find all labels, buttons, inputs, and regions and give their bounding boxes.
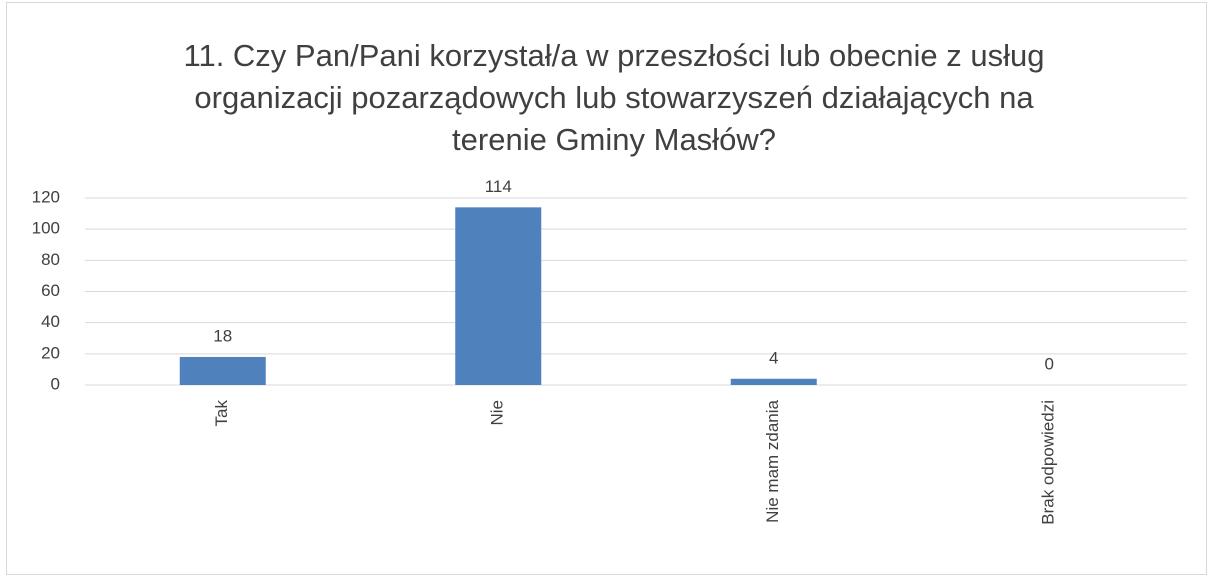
bar	[455, 207, 542, 385]
y-tick-label: 60	[41, 281, 60, 300]
data-label: 4	[769, 348, 778, 367]
chart-title: organizacji pozarządowych lub stowarzysz…	[194, 80, 1034, 115]
y-tick-label: 120	[32, 187, 60, 206]
bar	[730, 378, 817, 385]
y-tick-label: 0	[51, 374, 60, 393]
data-label: 18	[213, 326, 232, 345]
chart-border	[6, 2, 1207, 575]
chart-title: terenie Gminy Masłów?	[452, 122, 776, 157]
x-tick-label: Brak odpowiedzi	[1039, 400, 1058, 525]
x-tick-label: Tak	[212, 400, 231, 427]
y-tick-label: 100	[32, 219, 60, 238]
data-label: 0	[1045, 354, 1054, 373]
y-tick-label: 40	[41, 312, 60, 331]
chart-title: 11. Czy Pan/Pani korzystał/a w przeszłoś…	[184, 38, 1045, 73]
y-tick-label: 20	[41, 343, 60, 362]
x-tick-label: Nie	[488, 400, 507, 426]
y-tick-label: 80	[41, 250, 60, 269]
bar	[179, 356, 266, 385]
data-label: 114	[485, 177, 512, 196]
x-tick-label: Nie mam zdania	[763, 399, 782, 522]
